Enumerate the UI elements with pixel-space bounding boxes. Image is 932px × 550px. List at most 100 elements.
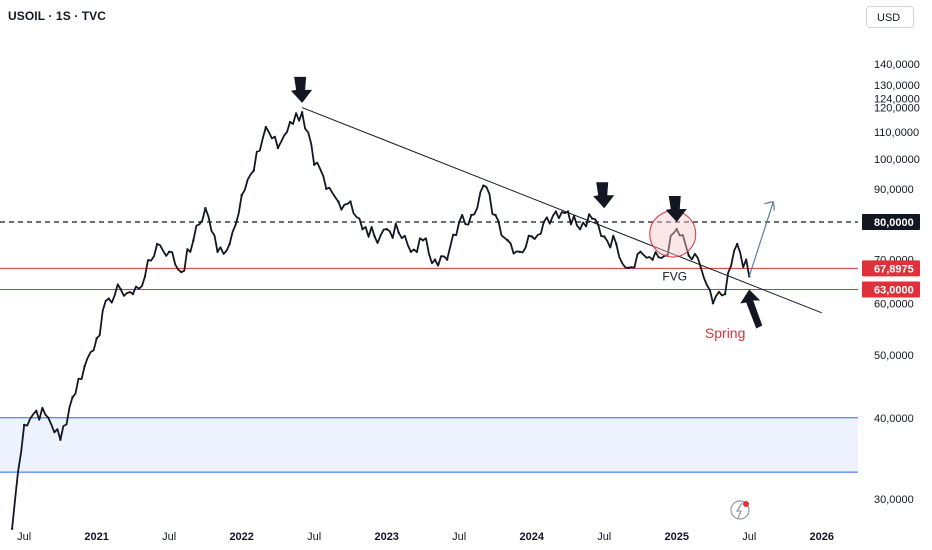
x-tick-label: 2025 (664, 531, 688, 543)
price-point (675, 227, 678, 231)
projection-arrowhead (764, 201, 776, 211)
price-point (300, 111, 304, 114)
price-point (288, 120, 292, 124)
x-tick-label: Jul (162, 531, 176, 543)
price-point (276, 146, 280, 150)
price-axis[interactable]: 140,0000 130,0000 120,0000 110,0000 100,0000… (862, 59, 920, 506)
x-tick-label: 2026 (810, 531, 834, 543)
price-point (530, 235, 533, 238)
x-tick-label: Jul (597, 531, 611, 543)
price-point (385, 227, 388, 231)
price-point (433, 258, 437, 261)
trendline[interactable] (301, 107, 822, 314)
y-tick-label: 130,0000 (874, 80, 920, 92)
price-point (337, 200, 340, 203)
price-point (458, 220, 461, 224)
x-tick-label: 2024 (519, 531, 544, 543)
price-point (397, 231, 400, 235)
price-point (119, 288, 123, 291)
alert-icon[interactable] (730, 500, 750, 520)
y-tick-label: 140,0000 (874, 59, 920, 71)
y-tick-label: 30,0000 (874, 494, 914, 506)
price-point (409, 250, 413, 253)
price-point (578, 227, 582, 231)
price-point (470, 213, 473, 217)
price-point (264, 125, 268, 129)
highlight-circle[interactable] (649, 210, 697, 258)
price-point (494, 213, 497, 217)
price-point (373, 235, 376, 238)
price-point (554, 210, 558, 213)
price-point (155, 242, 159, 246)
price-point (482, 184, 485, 187)
price-point (590, 217, 594, 220)
price-label: 124,0000 (874, 93, 920, 105)
price-point (180, 270, 183, 274)
price-point (506, 239, 509, 242)
y-tick-label: 120,0000 (874, 103, 920, 115)
price-point (325, 187, 328, 190)
price-point (59, 438, 62, 441)
price-point (71, 396, 74, 399)
price-point (615, 242, 618, 246)
x-tick-label: 2023 (374, 531, 398, 543)
symbol-title: USOIL · 1S · TVC (8, 9, 107, 23)
price-point (711, 302, 715, 305)
price-line (11, 111, 751, 529)
y-tick-label: 40,0000 (874, 413, 914, 425)
price-point (192, 239, 195, 242)
price-point (699, 266, 703, 270)
price-point (228, 242, 231, 246)
y-tick-label: 100,0000 (874, 154, 920, 166)
x-tick-label: Jul (742, 531, 756, 543)
price-point (651, 258, 654, 261)
price-point (143, 275, 147, 278)
price-point (361, 227, 364, 231)
x-tick-label: 2021 (84, 531, 108, 543)
price-point (204, 207, 207, 210)
fvg-label: FVG (662, 270, 687, 284)
price-point (421, 239, 425, 242)
price-point (10, 527, 14, 530)
price-point (47, 416, 50, 419)
price-point (131, 292, 135, 296)
price-point (95, 337, 98, 340)
price-point (83, 365, 86, 368)
price-badge[interactable] (862, 260, 920, 277)
y-tick-label: 50,0000 (874, 350, 914, 362)
projection-line[interactable] (748, 201, 774, 277)
arrow-down-3[interactable] (665, 196, 687, 223)
price-point (240, 193, 243, 197)
x-tick-label: 2022 (229, 531, 253, 543)
x-tick-label: Jul (307, 531, 321, 543)
currency-button[interactable]: USD (866, 6, 914, 28)
price-point (312, 163, 316, 166)
price-badge-label: 63,0000 (874, 284, 914, 296)
spring-label: Spring (705, 325, 745, 341)
price-point (566, 210, 570, 213)
price-point (167, 250, 171, 253)
arrow-down-2[interactable] (593, 182, 615, 209)
y-tick-label: 90,0000 (874, 184, 914, 196)
y-tick-label: 110,0000 (874, 127, 919, 139)
price-point (603, 235, 606, 238)
price-badge-label: 67,8975 (874, 263, 914, 275)
price-point (735, 242, 739, 246)
price-point (107, 297, 110, 300)
price-point (349, 200, 352, 203)
price-badge[interactable] (862, 281, 920, 298)
price-badge[interactable] (862, 214, 920, 231)
x-tick-label: Jul (452, 531, 466, 543)
price-point (542, 220, 546, 224)
arrow-up-4[interactable] (740, 289, 763, 329)
y-tick-label: 60,0000 (874, 298, 914, 310)
price-point (687, 254, 691, 257)
price-point (35, 409, 38, 412)
time-axis[interactable]: Jul 2021 Jul 2022 Jul 2023 Jul 2024 Jul 2025 Jul 20… (17, 531, 834, 543)
price-point (252, 169, 255, 172)
arrow-down-1[interactable] (291, 76, 313, 103)
price-point (445, 258, 449, 261)
price-point (627, 266, 630, 270)
price-point (216, 250, 219, 253)
